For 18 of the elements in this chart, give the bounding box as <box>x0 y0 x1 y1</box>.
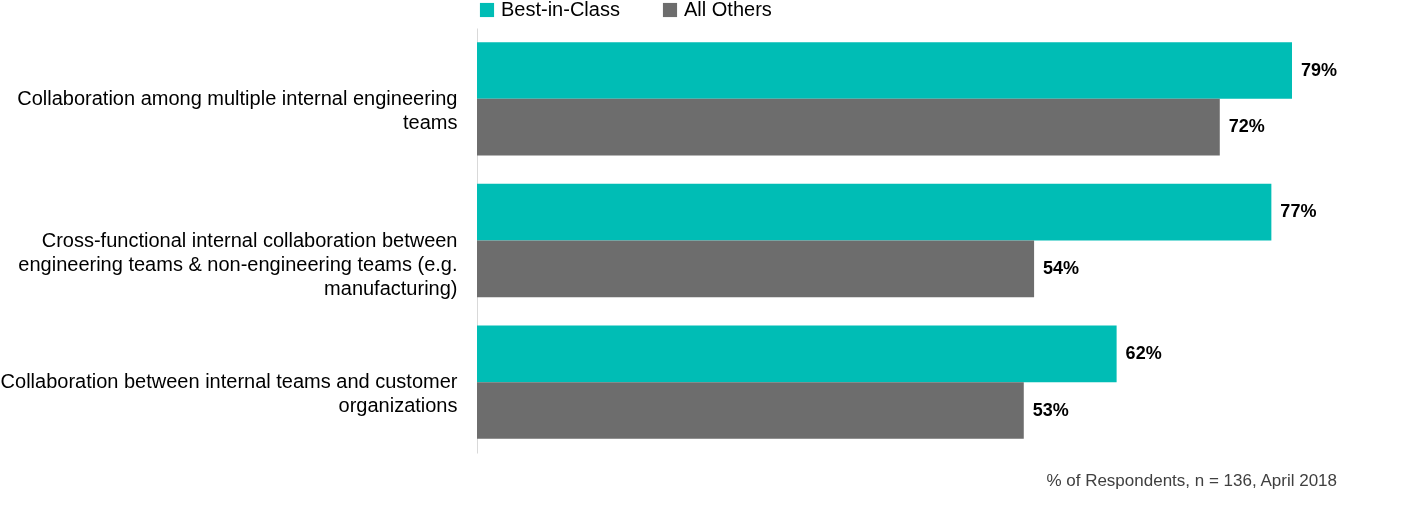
data-label: 53% <box>1032 399 1069 420</box>
data-label: 72% <box>1228 116 1265 137</box>
bar <box>477 42 1292 99</box>
bar <box>477 382 1024 439</box>
y-tick-label: Cross-functional internal collaboration between engineering teams & non-engineering teams (e.g. manufacturing) <box>18 228 458 299</box>
y-tick-label: Collaboration between internal teams and customer organizations <box>0 370 458 417</box>
legend-label: Best-in-Class <box>501 0 620 20</box>
data-label: 54% <box>1043 257 1080 278</box>
bar <box>477 183 1272 241</box>
bar <box>477 98 1220 156</box>
bar <box>477 240 1035 298</box>
legend-label: All Others <box>684 0 772 20</box>
text: % of Respondents, n = 136, April 2018 <box>1046 471 1338 490</box>
data-label: 77% <box>1280 201 1317 222</box>
y-tick-label: Collaboration among multiple internal engineering teams <box>17 86 458 133</box>
bar <box>477 325 1117 383</box>
data-label: 62% <box>1125 342 1162 363</box>
data-label: 79% <box>1301 59 1338 80</box>
